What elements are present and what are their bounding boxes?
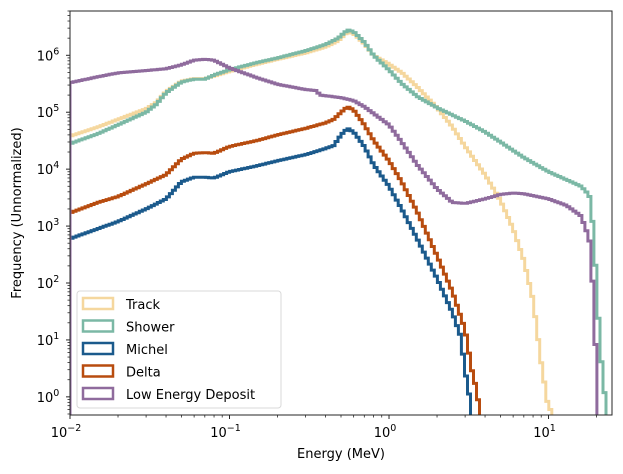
series-shower (70, 28, 608, 415)
y-tick-label: 105 (37, 103, 60, 121)
legend-item[interactable]: Track (81, 296, 160, 313)
x-tick-label: 101 (533, 423, 556, 441)
legend-box (76, 290, 282, 409)
legend-swatch (81, 364, 115, 378)
y-tick-label: 102 (37, 274, 60, 292)
series-delta (70, 105, 481, 415)
legend-label: Michel (126, 343, 168, 358)
x-tick-label: 10−2 (51, 423, 82, 441)
series-michel (70, 127, 472, 415)
legend-label: Low Energy Deposit (126, 388, 255, 403)
legend-item[interactable]: Michel (81, 341, 168, 358)
legend[interactable]: Track Shower Michel Delta Low Energy Deposit (76, 290, 282, 409)
legend-label: Shower (126, 321, 175, 336)
series-low-energy-deposit (70, 57, 599, 415)
legend-label: Delta (126, 366, 161, 381)
y-tick-label: 104 (37, 160, 60, 178)
legend-label: Track (125, 298, 160, 313)
y-tick-label: 101 (37, 331, 60, 349)
legend-swatch (81, 319, 115, 333)
y-tick-label: 100 (37, 388, 60, 406)
x-tick-label: 100 (374, 423, 397, 441)
legend-item[interactable]: Shower (81, 319, 175, 336)
x-tick-label: 10−1 (210, 423, 241, 441)
x-axis-label: Energy (MeV) (297, 447, 385, 462)
legend-item[interactable]: Low Energy Deposit (81, 386, 255, 403)
legend-item[interactable]: Delta (81, 364, 161, 381)
ticks-layer: 10−2 10−1 100 101 100 101 102 103 104 105 106 (37, 10, 597, 441)
legend-swatch (81, 386, 115, 401)
series-track (70, 30, 554, 415)
legend-swatch (81, 341, 115, 356)
y-tick-label: 106 (37, 46, 60, 64)
y-axis-label: Frequency (Unnormalized) (10, 127, 25, 298)
y-tick-label: 103 (37, 217, 60, 235)
legend-swatch (81, 296, 115, 311)
series-layer (70, 28, 608, 415)
